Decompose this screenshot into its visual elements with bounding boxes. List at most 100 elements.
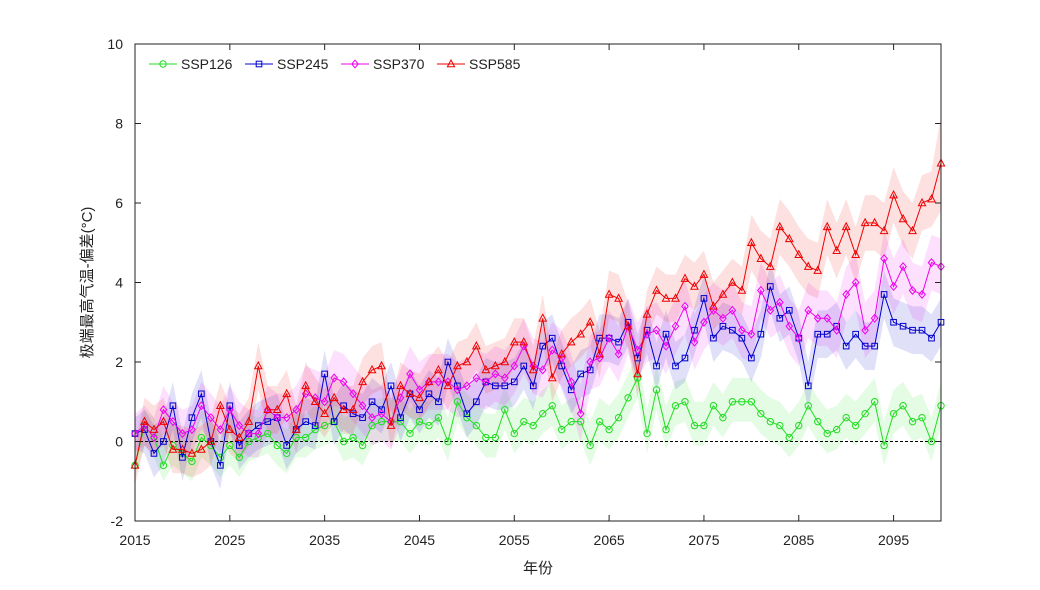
point-ssp585 <box>746 237 756 247</box>
point-ssp126 <box>605 425 613 434</box>
legend: SSP126 SSP245 SSP370 SSP585 <box>149 56 521 72</box>
y-tick-label: 4 <box>115 275 123 291</box>
point-ssp126 <box>301 433 310 442</box>
point-ssp585 <box>803 261 813 270</box>
point-ssp585 <box>927 193 936 203</box>
point-ssp126 <box>586 441 594 450</box>
point-ssp126 <box>292 433 300 442</box>
point-ssp370 <box>681 301 689 311</box>
point-ssp370 <box>377 409 386 419</box>
point-ssp245 <box>330 418 338 425</box>
point-ssp245 <box>444 358 452 366</box>
y-tick-label: 8 <box>115 116 123 132</box>
point-ssp370 <box>823 313 832 323</box>
point-ssp245 <box>397 414 404 421</box>
legend-item-ssp370: SSP370 <box>341 56 425 72</box>
point-ssp370 <box>794 333 803 343</box>
x-tick-label: 2085 <box>783 532 814 548</box>
point-ssp126 <box>520 417 528 426</box>
point-ssp370 <box>624 321 632 331</box>
legend-marker-ssp370 <box>351 59 359 69</box>
point-ssp370 <box>576 409 585 419</box>
legend-item-ssp585: SSP585 <box>437 56 521 72</box>
point-ssp370 <box>330 373 338 383</box>
point-ssp585 <box>358 376 368 386</box>
point-ssp126 <box>652 386 661 394</box>
point-ssp585 <box>851 249 861 258</box>
point-ssp245 <box>501 382 509 390</box>
series-ssp585 <box>130 158 946 469</box>
point-ssp585 <box>908 225 917 235</box>
series-ssp126 <box>131 374 945 470</box>
point-ssp370 <box>150 432 158 443</box>
point-ssp126 <box>889 409 898 418</box>
point-ssp245 <box>492 382 499 390</box>
point-ssp585 <box>367 364 377 374</box>
point-ssp126 <box>709 402 718 410</box>
point-ssp245 <box>823 330 831 338</box>
point-ssp245 <box>510 378 518 386</box>
y-axis-title: 极端最高气温-偏差(°C) <box>79 207 96 359</box>
legend-marker-ssp245 <box>255 60 263 68</box>
point-ssp370 <box>481 377 490 387</box>
point-ssp245 <box>842 342 850 350</box>
point-ssp370 <box>263 405 272 415</box>
point-ssp370 <box>747 329 756 339</box>
point-ssp370 <box>889 281 898 292</box>
point-ssp245 <box>918 326 926 334</box>
point-ssp126 <box>757 409 765 418</box>
point-ssp126 <box>681 398 689 406</box>
point-ssp370 <box>662 341 670 351</box>
legend-item-ssp245: SSP245 <box>245 56 329 72</box>
point-ssp370 <box>178 428 187 439</box>
point-ssp370 <box>207 413 215 423</box>
point-ssp126 <box>766 417 775 426</box>
point-ssp585 <box>509 337 519 346</box>
point-ssp126 <box>235 453 244 462</box>
point-ssp126 <box>472 421 481 430</box>
point-ssp370 <box>453 385 462 395</box>
point-ssp585 <box>253 360 263 370</box>
point-ssp245 <box>738 334 746 342</box>
point-ssp126 <box>510 429 518 438</box>
point-ssp245 <box>653 362 660 370</box>
point-ssp585 <box>339 404 349 413</box>
legend-label-ssp370: SSP370 <box>373 56 425 72</box>
point-ssp245 <box>785 307 793 314</box>
point-ssp585 <box>424 376 434 386</box>
point-ssp585 <box>633 368 642 378</box>
point-ssp370 <box>633 345 642 355</box>
point-ssp245 <box>729 326 736 334</box>
point-ssp370 <box>254 428 263 439</box>
point-ssp245 <box>359 414 366 421</box>
point-ssp585 <box>832 245 842 254</box>
point-ssp370 <box>756 285 765 296</box>
point-ssp585 <box>301 380 311 390</box>
point-ssp126 <box>918 413 926 422</box>
point-ssp370 <box>766 305 775 315</box>
point-ssp585 <box>291 424 301 433</box>
x-axis-title: 年份 <box>523 560 553 577</box>
point-ssp245 <box>909 326 916 334</box>
point-ssp126 <box>832 425 841 434</box>
point-ssp585 <box>282 388 292 398</box>
point-ssp126 <box>539 409 547 418</box>
point-ssp370 <box>870 313 879 323</box>
point-ssp585 <box>168 444 178 453</box>
point-ssp126 <box>254 433 262 442</box>
point-ssp245 <box>378 406 385 413</box>
point-ssp126 <box>368 421 376 430</box>
point-ssp585 <box>870 217 880 227</box>
point-ssp126 <box>776 421 784 430</box>
point-ssp126 <box>880 441 888 450</box>
point-ssp585 <box>718 289 728 298</box>
point-ssp245 <box>539 342 547 350</box>
point-ssp585 <box>443 380 453 390</box>
point-ssp585 <box>680 273 690 282</box>
point-ssp370 <box>463 381 471 391</box>
band-ssp585 <box>135 115 941 486</box>
point-ssp370 <box>188 424 196 435</box>
point-ssp585 <box>708 301 718 310</box>
point-ssp126 <box>643 429 651 438</box>
point-ssp245 <box>387 382 395 390</box>
